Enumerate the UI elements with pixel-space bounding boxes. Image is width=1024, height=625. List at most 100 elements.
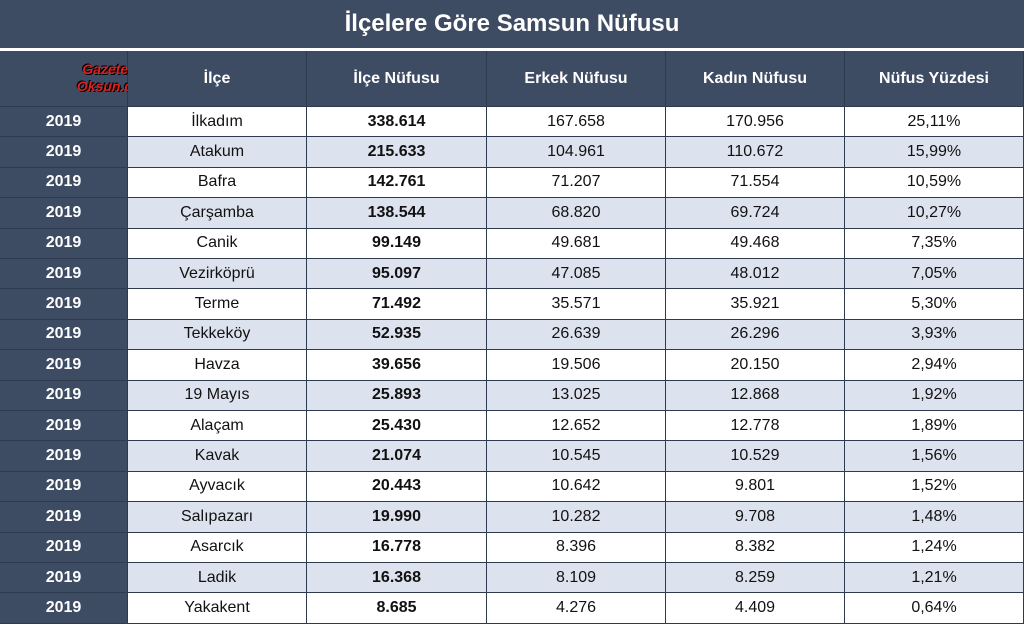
- table-cell: Çarşamba: [128, 198, 307, 229]
- table-cell: 49.681: [487, 228, 666, 259]
- table-cell: Havza: [128, 350, 307, 381]
- column-header: İlçe Nüfusu: [307, 51, 487, 107]
- table-cell: İlkadım: [128, 107, 307, 138]
- table-cell: 16.368: [307, 563, 487, 594]
- table-cell: 19.506: [487, 350, 666, 381]
- table-cell: 1,56%: [845, 441, 1024, 472]
- table-cell: 10.545: [487, 441, 666, 472]
- table-cell: 25,11%: [845, 107, 1024, 138]
- table-cell: 25.893: [307, 380, 487, 411]
- table-cell: 25.430: [307, 411, 487, 442]
- year-cell: 2019: [0, 502, 128, 533]
- table-cell: 52.935: [307, 319, 487, 351]
- table-cell: 26.296: [666, 319, 845, 351]
- table-cell: 8.109: [487, 563, 666, 594]
- table-cell: 3,93%: [845, 319, 1024, 351]
- table-cell: Alaçam: [128, 411, 307, 442]
- year-cell: 2019: [0, 107, 128, 138]
- table-cell: Salıpazarı: [128, 502, 307, 533]
- table-cell: 1,89%: [845, 411, 1024, 442]
- column-header: Kadın Nüfusu: [666, 51, 845, 107]
- table-cell: 20.443: [307, 471, 487, 503]
- table-cell: 170.956: [666, 107, 845, 138]
- table-cell: Ladik: [128, 563, 307, 594]
- table-cell: Atakum: [128, 137, 307, 168]
- column-header: İlçe: [128, 51, 307, 107]
- table-cell: Canik: [128, 228, 307, 259]
- table-cell: 13.025: [487, 380, 666, 411]
- table-cell: 21.074: [307, 441, 487, 472]
- table-cell: 10.282: [487, 502, 666, 533]
- table-cell: 12.652: [487, 411, 666, 442]
- table-cell: 167.658: [487, 107, 666, 138]
- table-cell: 12.778: [666, 411, 845, 442]
- year-cell: 2019: [0, 259, 128, 290]
- table-cell: 138.544: [307, 198, 487, 229]
- table-cell: 338.614: [307, 107, 487, 138]
- table-cell: 49.468: [666, 228, 845, 259]
- table-cell: 1,52%: [845, 471, 1024, 503]
- table-cell: Ayvacık: [128, 471, 307, 503]
- table-cell: 10,59%: [845, 167, 1024, 199]
- table-cell: 7,05%: [845, 259, 1024, 290]
- table-cell: 35.571: [487, 289, 666, 320]
- table-cell: 110.672: [666, 137, 845, 168]
- table-cell: 8.259: [666, 563, 845, 594]
- table-cell: 35.921: [666, 289, 845, 320]
- table-cell: 15,99%: [845, 137, 1024, 168]
- year-cell: 2019: [0, 471, 128, 503]
- table-cell: Asarcık: [128, 532, 307, 563]
- table-cell: 99.149: [307, 228, 487, 259]
- table-cell: 5,30%: [845, 289, 1024, 320]
- column-header: Nüfus Yüzdesi: [845, 51, 1024, 107]
- table-cell: 16.778: [307, 532, 487, 563]
- table-cell: Vezirköprü: [128, 259, 307, 290]
- table-cell: 39.656: [307, 350, 487, 381]
- table-cell: 8.382: [666, 532, 845, 563]
- table-cell: 8.685: [307, 593, 487, 624]
- table-cell: 9.708: [666, 502, 845, 533]
- table-cell: 1,92%: [845, 380, 1024, 411]
- table-cell: 71.207: [487, 167, 666, 199]
- table-cell: 47.085: [487, 259, 666, 290]
- table-cell: 8.396: [487, 532, 666, 563]
- table-cell: 26.639: [487, 319, 666, 351]
- year-cell: 2019: [0, 563, 128, 594]
- year-cell: 2019: [0, 289, 128, 320]
- year-cell: 2019: [0, 198, 128, 229]
- table-cell: Kavak: [128, 441, 307, 472]
- table-cell: 10.529: [666, 441, 845, 472]
- table-cell: 0,64%: [845, 593, 1024, 624]
- table-cell: 104.961: [487, 137, 666, 168]
- table-cell: 10,27%: [845, 198, 1024, 229]
- table-cell: 19 Mayıs: [128, 380, 307, 411]
- table-cell: 7,35%: [845, 228, 1024, 259]
- table-cell: Yakakent: [128, 593, 307, 624]
- table-cell: 215.633: [307, 137, 487, 168]
- table-cell: 20.150: [666, 350, 845, 381]
- column-header: Erkek Nüfusu: [487, 51, 666, 107]
- year-cell: 2019: [0, 441, 128, 472]
- table-cell: 2,94%: [845, 350, 1024, 381]
- table-cell: 10.642: [487, 471, 666, 503]
- year-cell: 2019: [0, 228, 128, 259]
- table-cell: 71.492: [307, 289, 487, 320]
- table-cell: Terme: [128, 289, 307, 320]
- page-title: İlçelere Göre Samsun Nüfusu: [0, 0, 1024, 48]
- table-cell: Bafra: [128, 167, 307, 199]
- year-cell: 2019: [0, 532, 128, 563]
- table-cell: 12.868: [666, 380, 845, 411]
- table-cell: 1,24%: [845, 532, 1024, 563]
- year-cell: 2019: [0, 319, 128, 351]
- year-cell: 2019: [0, 411, 128, 442]
- table-cell: 4.276: [487, 593, 666, 624]
- table-cell: 1,21%: [845, 563, 1024, 594]
- year-cell: 2019: [0, 593, 128, 624]
- year-cell: 2019: [0, 350, 128, 381]
- table-cell: 69.724: [666, 198, 845, 229]
- year-cell: 2019: [0, 167, 128, 199]
- header-logo-cell: [0, 51, 128, 107]
- year-cell: 2019: [0, 137, 128, 168]
- table-cell: 19.990: [307, 502, 487, 533]
